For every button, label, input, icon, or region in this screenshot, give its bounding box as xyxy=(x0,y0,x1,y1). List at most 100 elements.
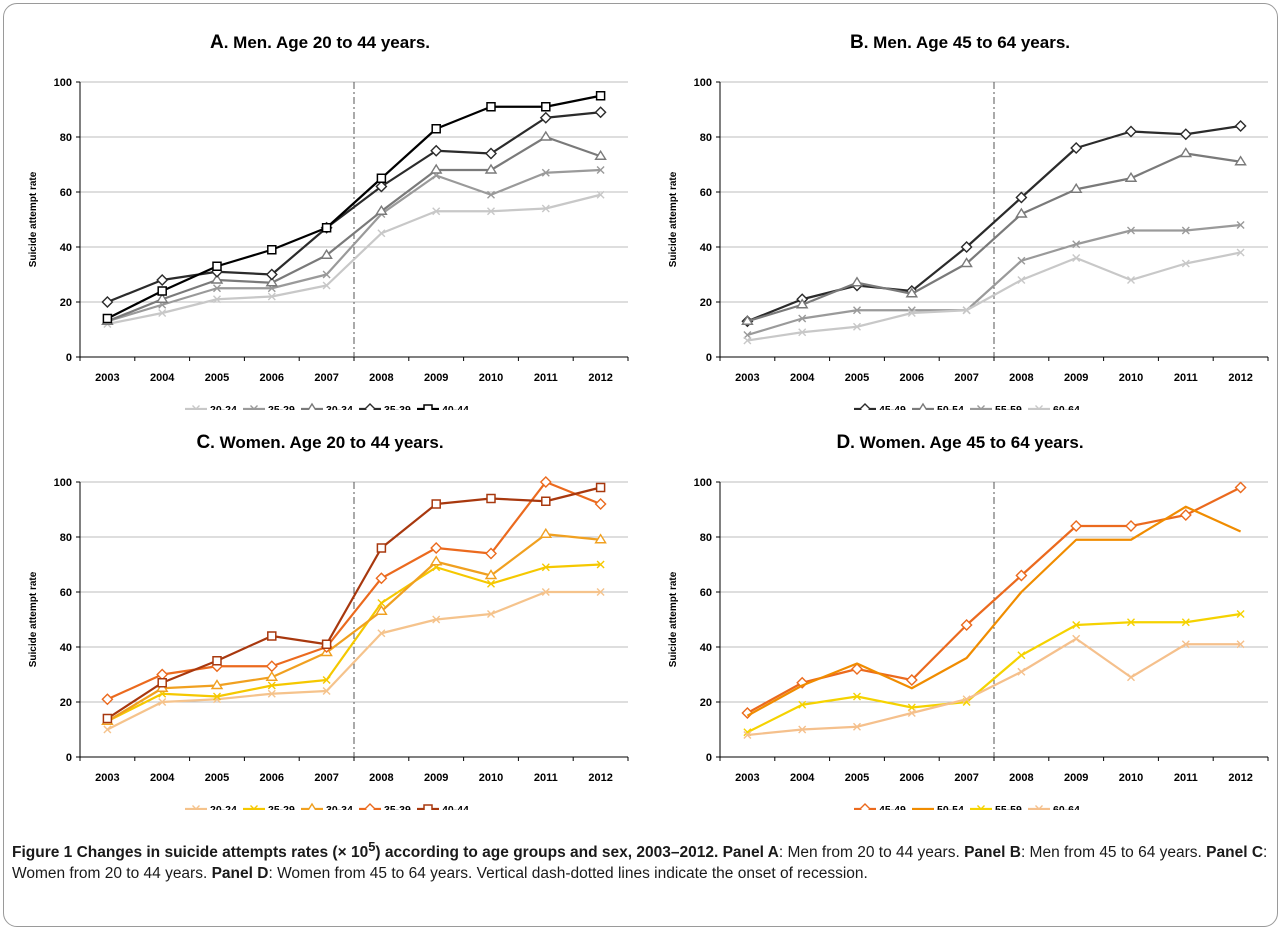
chart-d-data-point xyxy=(1015,569,1028,582)
chart-a-legend-marker xyxy=(192,405,200,410)
chart-b-data-point xyxy=(1236,221,1245,229)
chart-b-data-point xyxy=(1124,171,1138,182)
chart-a-legend-item: 35-39 xyxy=(359,403,411,410)
chart-d-xtick-label: 2011 xyxy=(1174,772,1198,784)
chart-d-xtick-label: 2004 xyxy=(790,772,815,784)
chart-c-data-point xyxy=(376,543,387,553)
chart-d-data-point xyxy=(1179,509,1192,521)
chart-a-panel-letter: A xyxy=(210,32,224,53)
chart-a-xtick-label: 2003 xyxy=(95,372,119,384)
chart-c-legend-marker xyxy=(307,802,317,810)
chart-c-data-point xyxy=(322,676,331,684)
chart-c-panel-letter: C xyxy=(196,432,210,453)
caption-panel-b-label: Panel B xyxy=(964,844,1021,862)
chart-c-xtick-label: 2007 xyxy=(314,772,338,784)
chart-c-data-point xyxy=(321,639,332,649)
chart-d-data-point xyxy=(1017,651,1026,660)
chart-a-data-point xyxy=(595,91,606,101)
chart-a-data-point xyxy=(430,144,443,157)
caption-figure-label: Figure 1 xyxy=(12,844,73,862)
chart-panel-d: D. Women. Age 45 to 64 years. 0 20 40 60 80 10… xyxy=(640,400,1280,810)
chart-a-data-point xyxy=(431,124,441,134)
chart-a-xtick-label: 2012 xyxy=(588,372,612,384)
chart-b-data-point xyxy=(1127,276,1135,284)
chart-b-data-point xyxy=(960,241,973,253)
chart-a-data-point xyxy=(210,273,224,284)
chart-a-data-point xyxy=(539,130,553,141)
chart-a-data-point xyxy=(320,248,333,259)
chart-b-xtick-label: 2007 xyxy=(954,372,978,384)
chart-a-data-point xyxy=(102,313,113,324)
chart-b-series-50-54 xyxy=(741,147,1247,325)
chart-c-legend-label: 40-44 xyxy=(442,804,469,810)
chart-d-series-line xyxy=(747,637,1241,737)
chart-b-panel-letter: B xyxy=(850,32,864,53)
chart-d-data-point xyxy=(1072,634,1081,643)
chart-d-ytick-label: 20 xyxy=(700,697,712,709)
chart-a-data-point xyxy=(156,274,169,286)
chart-b-xtick-label: 2004 xyxy=(790,372,815,384)
chart-a-series-line xyxy=(106,111,601,304)
chart-a-legend-marker xyxy=(307,402,317,410)
chart-a-data-point xyxy=(267,292,276,301)
chart-a-data-point xyxy=(429,163,443,174)
chart-c-series-line xyxy=(106,480,602,701)
chart-d-data-point xyxy=(1125,520,1137,532)
chart-a-data-point xyxy=(158,309,167,317)
chart-a-data-point xyxy=(157,286,167,296)
chart-b-legend-marker xyxy=(859,403,871,410)
caption-heading-end: ) according to age groups and sex, 2003–… xyxy=(375,844,719,862)
chart-panel-c-svg: C. Women. Age 20 to 44 years. 0 20 40 60 80 10… xyxy=(28,432,629,810)
chart-c-data-point xyxy=(102,713,113,724)
chart-c-data-point xyxy=(596,560,605,569)
chart-b-data-point xyxy=(907,309,916,317)
chart-d-xtick-label: 2010 xyxy=(1119,772,1143,784)
chart-c-legend-label: 25-29 xyxy=(268,804,295,810)
chart-a-data-point xyxy=(594,106,607,119)
chart-a-series-line xyxy=(107,193,601,326)
chart-d-legend-item: 50-54 xyxy=(912,804,964,810)
chart-a-data-point xyxy=(596,166,605,174)
chart-b-ytick-label: 80 xyxy=(700,132,712,144)
chart-d-panel-letter: D xyxy=(836,432,850,453)
chart-d-data-point xyxy=(798,725,807,734)
chart-d-ytick-label: 100 xyxy=(694,477,712,489)
chart-b-legend-label: 45-49 xyxy=(879,404,906,410)
chart-panel-a: A. Men. Age 20 to 44 years. 0 20 40 60 80 100 S… xyxy=(0,0,640,410)
chart-b-legend-item: 45-49 xyxy=(854,403,906,410)
chart-b-data-point xyxy=(1127,226,1135,235)
chart-c-ytick-label: 80 xyxy=(60,532,72,544)
chart-c-legend-label: 20-24 xyxy=(210,804,237,810)
chart-b-xtick-label: 2008 xyxy=(1009,372,1033,384)
chart-c-legend-label: 35-39 xyxy=(384,804,411,810)
chart-c-data-point xyxy=(541,563,550,572)
chart-c-data-point xyxy=(485,547,497,560)
chart-c-data-point xyxy=(322,687,331,695)
chart-c-legend-marker xyxy=(423,804,433,810)
figure-caption: Figure 1 Changes in suicide attempts rat… xyxy=(12,836,1274,884)
chart-a-data-point xyxy=(596,190,605,199)
chart-c-data-point xyxy=(541,496,551,506)
chart-a-data-point xyxy=(155,292,169,303)
chart-d-data-point xyxy=(1127,618,1135,627)
chart-panel-a-svg: A. Men. Age 20 to 44 years. 0 20 40 60 80 100 S… xyxy=(28,32,629,410)
chart-a-data-point xyxy=(375,204,388,215)
chart-d-title-text: . Women. Age 45 to 64 years. xyxy=(850,433,1083,452)
chart-a-legend-label: 35-39 xyxy=(384,404,411,410)
chart-a-data-point xyxy=(487,190,495,199)
chart-a-ytick-label: 80 xyxy=(60,132,72,144)
chart-b-title: B. Men. Age 45 to 64 years. xyxy=(850,32,1070,53)
chart-c-series-40-44 xyxy=(102,482,606,724)
chart-d-data-point xyxy=(798,700,807,709)
chart-b-data-point xyxy=(1181,226,1190,235)
chart-c-data-point xyxy=(487,579,495,588)
chart-c-data-point xyxy=(377,629,386,638)
chart-a-title-text: . Men. Age 20 to 44 years. xyxy=(224,33,430,52)
chart-a-series-line xyxy=(106,135,601,323)
chart-a-xtick-label: 2006 xyxy=(260,372,284,384)
chart-a-legend-item: 25-29 xyxy=(243,404,295,410)
chart-c-data-point xyxy=(157,678,167,688)
chart-a-legend-item: 30-34 xyxy=(301,402,353,410)
chart-d-legend-item: 45-49 xyxy=(854,803,906,810)
chart-c-series-line xyxy=(106,590,601,731)
